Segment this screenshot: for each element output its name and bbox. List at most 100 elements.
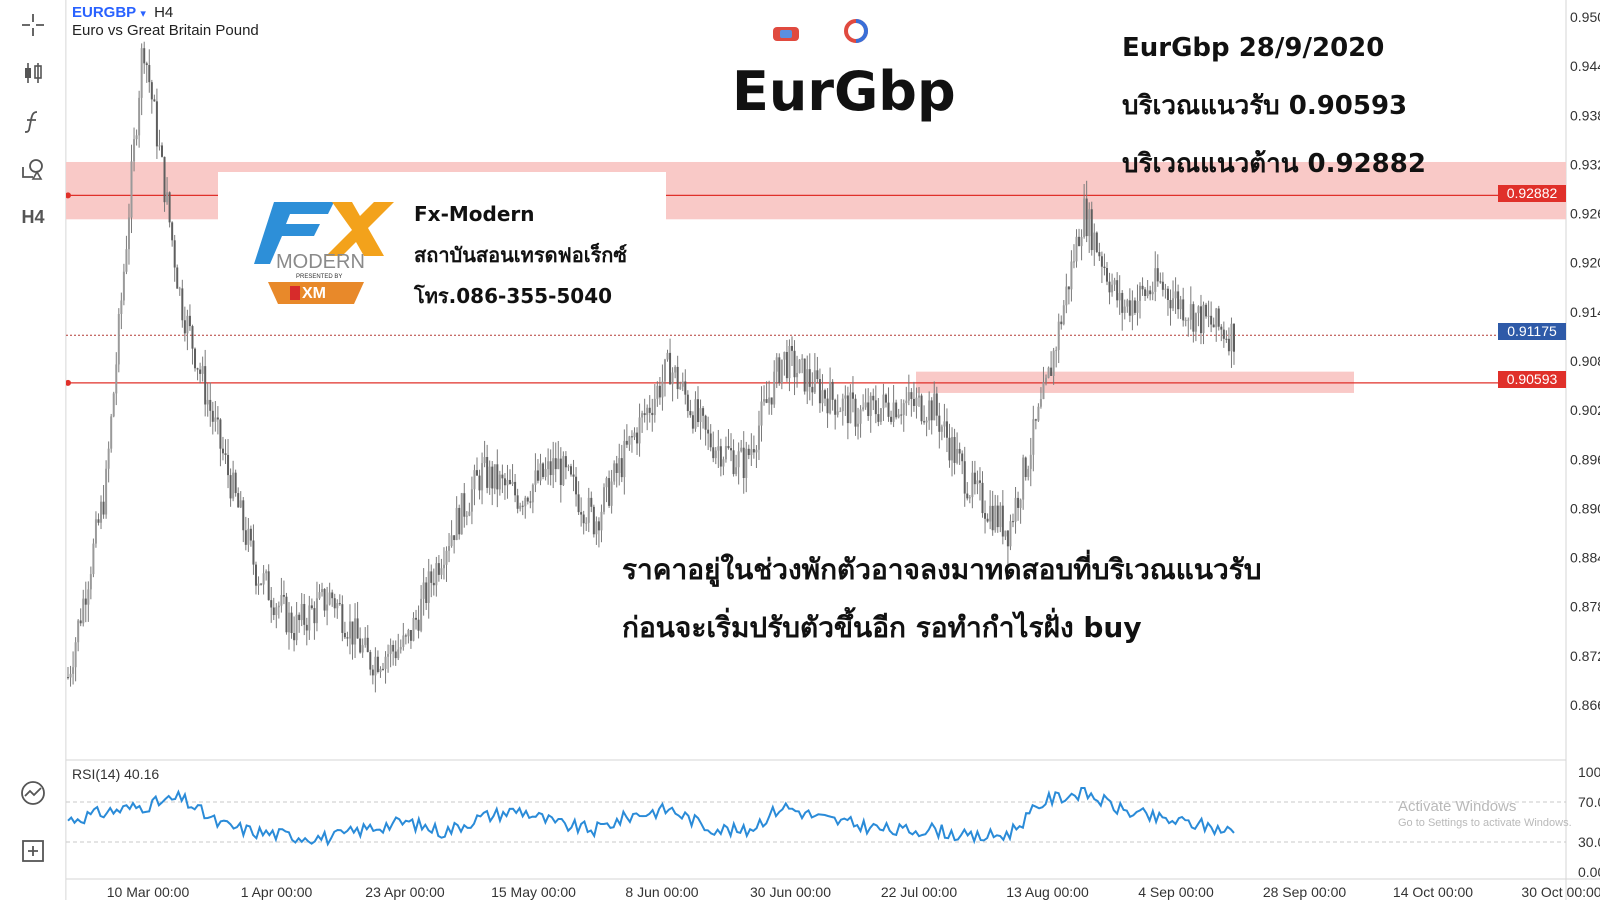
drawing-shapes-icon[interactable] <box>14 150 52 188</box>
candle-body <box>905 400 908 404</box>
candle-body <box>97 519 100 523</box>
candle-body <box>793 350 796 378</box>
candle-body <box>356 618 359 639</box>
candle-body <box>122 271 125 301</box>
candle-body <box>166 192 169 203</box>
chart-canvas[interactable]: 0.95060 0.94460 0.93860 0.93260 0.92660 0.920… <box>66 0 1600 900</box>
candle-body <box>1222 329 1225 339</box>
candle-body <box>384 656 387 669</box>
candle-body <box>999 505 1002 528</box>
candle-body <box>501 474 504 479</box>
logo-xm-text: XM <box>302 285 326 302</box>
price-tick-label: 0.93860 <box>1570 107 1600 123</box>
compare-chart-icon[interactable] <box>14 774 52 812</box>
candle-body <box>981 482 984 514</box>
candle-body <box>681 381 684 387</box>
chevron-down-icon[interactable]: ▾ <box>140 8 146 20</box>
candle-body <box>427 571 430 603</box>
candle-body <box>1083 198 1086 238</box>
candle-body <box>1230 323 1233 352</box>
candle-body <box>549 461 552 476</box>
candle-body <box>547 461 550 470</box>
candle-body <box>826 398 829 414</box>
candle-body <box>1001 505 1004 537</box>
price-tick-label: 0.87860 <box>1570 599 1600 615</box>
candle-body <box>1156 268 1159 282</box>
candle-body <box>1017 497 1020 508</box>
candle-body <box>559 458 562 485</box>
chart-area[interactable]: 0.95060 0.94460 0.93860 0.93260 0.92660 0.920… <box>66 0 1600 900</box>
candle-body <box>796 372 799 378</box>
candle-body <box>900 414 903 416</box>
candle-body <box>191 326 194 349</box>
candle-body <box>661 381 664 398</box>
candle-body <box>1133 300 1136 313</box>
candle-body <box>1141 285 1144 290</box>
candle-body <box>542 463 545 477</box>
candle-body <box>1215 308 1218 328</box>
candle-body <box>1009 521 1012 547</box>
candle-body <box>496 464 499 490</box>
candle-body <box>951 437 954 461</box>
symbol-header[interactable]: EURGBP ▾ H4 <box>72 4 173 21</box>
candle-body <box>239 500 242 508</box>
candle-body <box>956 448 959 463</box>
candle-body <box>569 466 572 475</box>
candle-body <box>148 65 151 83</box>
candle-body <box>69 673 72 678</box>
crosshair-icon[interactable] <box>14 6 52 44</box>
candle-body <box>272 607 275 616</box>
candle-body <box>376 656 379 672</box>
candle-body <box>592 506 595 535</box>
candle-body <box>105 468 108 515</box>
candle-body <box>1131 300 1134 316</box>
candle-body <box>618 458 621 473</box>
link-icon[interactable] <box>772 24 800 48</box>
candle-body <box>887 402 890 417</box>
candle-body <box>138 97 141 136</box>
candle-body <box>432 582 435 586</box>
candle-body <box>1065 286 1068 306</box>
candle-body <box>409 629 412 641</box>
time-tick-label: 30 Oct 00:00 <box>1521 884 1600 900</box>
candle-body <box>107 448 110 469</box>
timer-icon[interactable] <box>843 18 869 48</box>
indicator-function-icon[interactable] <box>14 102 52 140</box>
price-tick-label: 0.95060 <box>1570 9 1600 25</box>
candle-body <box>196 368 199 370</box>
candle-body <box>790 345 793 351</box>
candle-body <box>872 395 875 401</box>
candle-body <box>445 550 448 565</box>
candle-body <box>72 667 75 674</box>
candle-body <box>1108 281 1111 293</box>
candle-body <box>407 629 410 637</box>
candle-body <box>597 521 600 531</box>
candle-body <box>1103 266 1106 268</box>
candle-body <box>415 617 418 620</box>
candle-body <box>1047 367 1050 378</box>
symbol-name[interactable]: EURGBP <box>72 4 137 21</box>
logo-card: MODERN PRESENTED BY XM Fx-Modern สถาบันส… <box>218 172 666 322</box>
candlestick-icon[interactable] <box>14 54 52 92</box>
candle-body <box>168 192 171 223</box>
candle-body <box>521 505 524 507</box>
candle-body <box>1189 304 1192 320</box>
candle-body <box>1029 454 1032 469</box>
candle-body <box>1032 419 1035 455</box>
candle-body <box>130 161 133 218</box>
candle-body <box>834 399 837 415</box>
candle-body <box>892 402 895 422</box>
candle-body <box>435 563 438 586</box>
candle-body <box>1174 291 1177 299</box>
candle-body <box>211 410 214 422</box>
candle-body <box>907 392 910 401</box>
timeframe-button[interactable]: H4 <box>21 206 45 227</box>
candle-body <box>417 619 420 631</box>
resistance-price-tag: 0.92882 <box>1498 185 1566 202</box>
candle-body <box>183 320 186 334</box>
add-panel-icon[interactable] <box>14 832 52 870</box>
analysis-note: ราคาอยู่ในช่วงพักตัวอาจลงมาทดสอบที่บริเว… <box>622 548 1262 664</box>
candle-body <box>1004 530 1007 537</box>
candle-body <box>625 440 628 445</box>
rsi-label[interactable]: RSI(14) 40.16 <box>72 766 160 782</box>
